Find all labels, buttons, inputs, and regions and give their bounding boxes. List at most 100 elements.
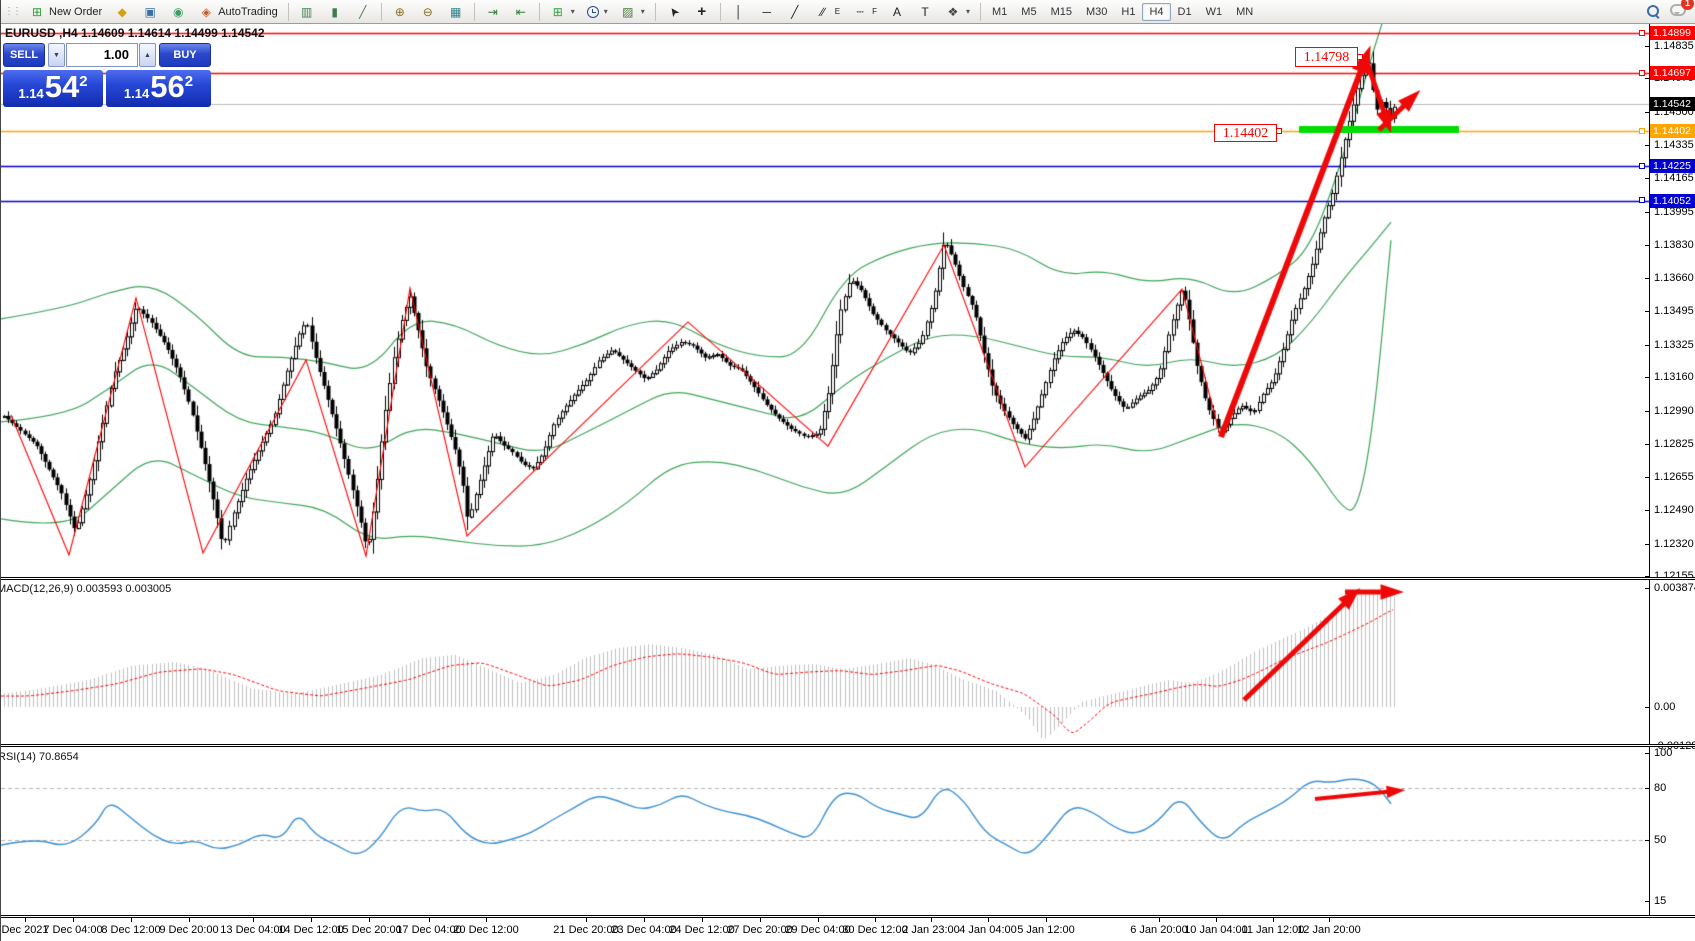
bar-chart-icon[interactable]: ▥ [293,1,321,23]
time-axis-tick [486,918,487,922]
equidistant-channel-icon-glyph: ∕∕ [820,4,825,19]
horizontal-line-icon[interactable]: ─ [753,1,781,23]
text-label-icon[interactable]: T [911,1,939,23]
profile-icon[interactable]: ▣ [136,1,164,23]
candlestick-chart-icon[interactable]: ▮ [321,1,349,23]
ask-quote[interactable]: 1.14 56 2 [106,70,211,107]
toolbar-separator [980,2,982,21]
price-chart-canvas[interactable] [1,24,1649,577]
chat-wrap[interactable]: 1 [1670,0,1694,19]
templates-icon[interactable]: ▨ ▾ [614,1,651,23]
zoom-in-icon[interactable]: ⊕ [386,1,414,23]
level-anchor-square[interactable] [1639,69,1645,76]
time-axis-tick [931,918,932,922]
time-axis-label: 13 Dec 04:00 [220,924,286,936]
time-axis-tick [875,918,876,922]
level-anchor-square[interactable] [1639,29,1645,36]
rsi-indicator-canvas[interactable] [1,747,1649,915]
timeframe-d1[interactable]: D1 [1177,5,1192,18]
macd-axis-label: 0.00 [1654,701,1676,713]
ask-pips: 56 [150,69,185,104]
time-axis-tick [818,918,819,922]
bid-quote[interactable]: 1.14 54 2 [3,70,103,107]
time-axis-label: 17 Dec 04:00 [396,924,462,936]
chart-window-icon[interactable]: ◆ [108,1,136,23]
timeframe-mn[interactable]: MN [1236,5,1254,18]
volume-down-button[interactable]: ▼ [48,43,65,67]
timeframe-h4[interactable]: H4 [1142,2,1171,21]
macd-indicator-canvas[interactable] [1,580,1649,744]
autotrading-button[interactable]: ◈ AutoTrading [192,1,284,23]
arrows-icon[interactable]: ❖ ▾ [939,1,976,23]
time-axis-border [1,915,1695,918]
level-anchor-square[interactable] [1639,197,1645,204]
buy-button[interactable]: BUY [159,43,211,67]
autotrading-button-glyph: ◈ [201,4,211,19]
macd-pane-splitter[interactable] [1,577,1695,580]
price-tick-mark [1645,544,1649,545]
time-axis-tick [429,918,430,922]
time-axis-tick [189,918,190,922]
level-anchor-square[interactable] [1639,162,1645,169]
rsi-axis-label: 80 [1654,782,1667,794]
equidistant-channel-icon[interactable]: ∕∕ E [809,1,846,23]
line-chart-icon[interactable]: ╱ [349,1,377,23]
level-anchor-square[interactable] [1639,127,1645,134]
periods-icon[interactable]: ▾ [581,3,614,21]
bid-prefix: 1.14 [18,86,44,101]
search-icon[interactable] [1647,5,1660,18]
tile-windows-icon[interactable]: ▦ [442,1,470,23]
zoom-out-icon[interactable]: ⊖ [414,1,442,23]
price-tick-label: 1.12490 [1654,504,1694,517]
timeframe-w1[interactable]: W1 [1205,5,1223,18]
auto-scroll-icon[interactable]: ⇥ [479,1,507,23]
profile-icon-glyph: ▣ [144,4,156,19]
time-axis-label: 7 Dec 04:00 [43,924,103,936]
new-chart-icon[interactable]: ⊞ ▾ [544,1,581,23]
new-order-button-glyph: ⊞ [31,4,43,19]
bid-point: 2 [79,73,88,90]
time-axis-label: 12 Jan 20:00 [1297,924,1361,936]
cursor-icon-glyph: ➤ [665,3,683,20]
macd-tick-mark [1645,588,1649,589]
timeframe-m1[interactable]: M1 [992,5,1008,18]
toolbar-separator [473,2,475,21]
price-tick-label: 1.14335 [1654,138,1694,151]
zoom-in-icon-glyph: ⊕ [394,4,405,19]
time-axis-tick [702,918,703,922]
signals-icon[interactable]: ◉ [164,1,192,23]
price-level-badge: 1.14225 [1650,159,1695,174]
text-icon[interactable]: A [883,1,911,23]
volume-field[interactable]: 1.00 [66,43,138,67]
vertical-line-icon-glyph: │ [735,4,743,19]
timeframe-h1[interactable]: H1 [1121,5,1136,18]
cursor-icon[interactable]: ➤ [660,1,688,23]
timeframe-m15[interactable]: M15 [1050,5,1072,18]
price-tick-mark [1645,245,1649,246]
rsi-pane-splitter[interactable] [1,744,1695,747]
new-order-button[interactable]: ⊞ New Order [23,1,108,23]
chart-window-icon-glyph: ◆ [117,4,127,19]
fibonacci-icon[interactable]: ┄ F [846,1,883,23]
arrows-icon-glyph: ❖ [947,4,959,19]
time-axis-tick [1216,918,1217,922]
timeframe-m30[interactable]: M30 [1085,5,1108,18]
time-axis-label: Dec 2021 [1,924,49,936]
trendline-icon[interactable]: ╱ [781,1,809,23]
volume-up-button[interactable]: ▲ [139,43,156,67]
support-price-annotation[interactable]: 1.14402 [1214,124,1277,142]
chart-shift-icon[interactable]: ⇤ [507,1,535,23]
new-chart-icon-glyph: ⊞ [552,4,563,19]
price-axis-line [1649,24,1650,918]
vertical-line-icon[interactable]: │ [725,1,753,23]
time-axis-label: 15 Dec 20:00 [336,924,402,936]
toolbar-right: 1 [1647,0,1695,19]
timeframe-m5[interactable]: M5 [1021,5,1037,18]
price-tick-mark [1645,278,1649,279]
toolbar-separator [287,2,289,21]
price-tick-mark [1645,78,1649,79]
sell-button[interactable]: SELL [3,43,45,67]
crosshair-icon[interactable]: + [688,1,716,23]
time-axis-tick [586,918,587,922]
high-price-annotation[interactable]: 1.14798 [1295,47,1358,67]
